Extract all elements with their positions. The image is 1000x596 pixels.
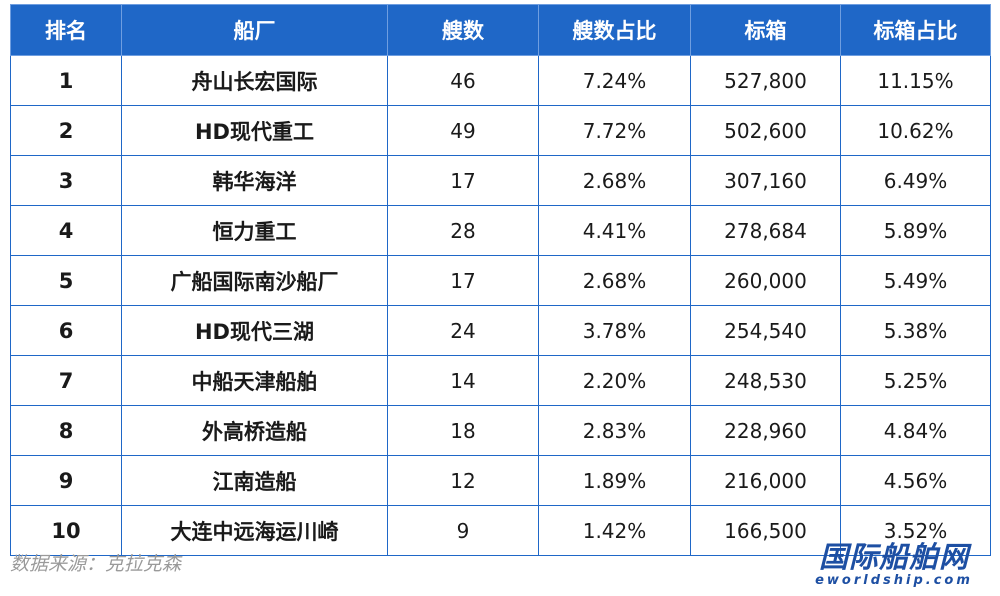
cell-ship-share: 1.42% xyxy=(538,505,691,556)
cell-ship-share: 7.72% xyxy=(538,105,691,156)
header-shipyard: 船厂 xyxy=(121,4,388,56)
cell-teu-share: 5.38% xyxy=(840,305,991,356)
header-teu: 标箱 xyxy=(690,4,841,56)
cell-ship-count: 9 xyxy=(387,505,539,556)
cell-rank: 5 xyxy=(10,255,122,306)
header-rank: 排名 xyxy=(10,4,122,56)
cell-ship-share: 2.68% xyxy=(538,255,691,306)
cell-teu-share: 4.84% xyxy=(840,405,991,456)
cell-ship-count: 28 xyxy=(387,205,539,256)
cell-ship-count: 17 xyxy=(387,255,539,306)
cell-rank: 10 xyxy=(10,505,122,556)
cell-rank: 6 xyxy=(10,305,122,356)
cell-ship-count: 46 xyxy=(387,55,539,106)
table-row: 1 舟山长宏国际 46 7.24% 527,800 11.15% xyxy=(10,55,991,106)
cell-teu: 527,800 xyxy=(690,55,841,106)
cell-teu-share: 5.89% xyxy=(840,205,991,256)
cell-ship-share: 4.41% xyxy=(538,205,691,256)
table-row: 7 中船天津船舶 14 2.20% 248,530 5.25% xyxy=(10,355,991,406)
site-logo: 国际船舶网 eworldship.com xyxy=(794,541,994,589)
cell-rank: 7 xyxy=(10,355,122,406)
cell-rank: 8 xyxy=(10,405,122,456)
cell-teu-share: 5.25% xyxy=(840,355,991,406)
table-body: 1 舟山长宏国际 46 7.24% 527,800 11.15% 2 HD现代重… xyxy=(10,55,991,556)
cell-teu: 216,000 xyxy=(690,455,841,506)
header-ship-share: 艘数占比 xyxy=(538,4,691,56)
cell-shipyard: 中船天津船舶 xyxy=(121,355,388,406)
table-row: 4 恒力重工 28 4.41% 278,684 5.89% xyxy=(10,205,991,256)
cell-shipyard: HD现代重工 xyxy=(121,105,388,156)
cell-shipyard: 韩华海洋 xyxy=(121,155,388,206)
cell-teu-share: 10.62% xyxy=(840,105,991,156)
cell-shipyard: 江南造船 xyxy=(121,455,388,506)
cell-shipyard: 外高桥造船 xyxy=(121,405,388,456)
cell-teu-share: 6.49% xyxy=(840,155,991,206)
data-source-note: 数据来源：克拉克森 xyxy=(10,553,182,575)
table-row: 8 外高桥造船 18 2.83% 228,960 4.84% xyxy=(10,405,991,456)
cell-ship-count: 49 xyxy=(387,105,539,156)
cell-ship-share: 2.20% xyxy=(538,355,691,406)
cell-ship-count: 24 xyxy=(387,305,539,356)
cell-rank: 4 xyxy=(10,205,122,256)
table-row: 9 江南造船 12 1.89% 216,000 4.56% xyxy=(10,455,991,506)
cell-teu: 228,960 xyxy=(690,405,841,456)
header-row: 排名 船厂 艘数 艘数占比 标箱 标箱占比 xyxy=(10,4,991,56)
cell-ship-share: 2.68% xyxy=(538,155,691,206)
table-row: 10 大连中远海运川崎 9 1.42% 166,500 3.52% xyxy=(10,505,991,556)
cell-rank: 2 xyxy=(10,105,122,156)
cell-ship-count: 18 xyxy=(387,405,539,456)
cell-teu: 278,684 xyxy=(690,205,841,256)
table-row: 5 广船国际南沙船厂 17 2.68% 260,000 5.49% xyxy=(10,255,991,306)
cell-shipyard: 舟山长宏国际 xyxy=(121,55,388,106)
cell-shipyard: HD现代三湖 xyxy=(121,305,388,356)
cell-rank: 1 xyxy=(10,55,122,106)
cell-teu: 248,530 xyxy=(690,355,841,406)
table-header: 排名 船厂 艘数 艘数占比 标箱 标箱占比 xyxy=(10,4,991,56)
header-ship-count: 艘数 xyxy=(387,4,539,56)
logo-sub-text: eworldship.com xyxy=(815,573,973,588)
cell-teu-share: 5.49% xyxy=(840,255,991,306)
cell-teu: 260,000 xyxy=(690,255,841,306)
cell-teu: 166,500 xyxy=(690,505,841,556)
cell-shipyard: 恒力重工 xyxy=(121,205,388,256)
cell-teu-share: 3.52% xyxy=(840,505,991,556)
cell-teu-share: 11.15% xyxy=(840,55,991,106)
shipyard-ranking-table: 排名 船厂 艘数 艘数占比 标箱 标箱占比 1 舟山长宏国际 46 7.24% … xyxy=(10,4,991,556)
table-row: 6 HD现代三湖 24 3.78% 254,540 5.38% xyxy=(10,305,991,356)
cell-teu: 502,600 xyxy=(690,105,841,156)
cell-ship-count: 17 xyxy=(387,155,539,206)
header-teu-share: 标箱占比 xyxy=(840,4,991,56)
cell-ship-count: 14 xyxy=(387,355,539,406)
cell-teu: 254,540 xyxy=(690,305,841,356)
cell-rank: 9 xyxy=(10,455,122,506)
cell-ship-share: 1.89% xyxy=(538,455,691,506)
cell-shipyard: 广船国际南沙船厂 xyxy=(121,255,388,306)
cell-ship-share: 7.24% xyxy=(538,55,691,106)
table-row: 3 韩华海洋 17 2.68% 307,160 6.49% xyxy=(10,155,991,206)
cell-rank: 3 xyxy=(10,155,122,206)
cell-shipyard: 大连中远海运川崎 xyxy=(121,505,388,556)
cell-ship-share: 2.83% xyxy=(538,405,691,456)
table-row: 2 HD现代重工 49 7.72% 502,600 10.62% xyxy=(10,105,991,156)
ranking-table-container: 排名 船厂 艘数 艘数占比 标箱 标箱占比 1 舟山长宏国际 46 7.24% … xyxy=(10,4,991,556)
cell-teu-share: 4.56% xyxy=(840,455,991,506)
cell-ship-count: 12 xyxy=(387,455,539,506)
cell-teu: 307,160 xyxy=(690,155,841,206)
logo-main-text: 国际船舶网 xyxy=(818,540,969,574)
cell-ship-share: 3.78% xyxy=(538,305,691,356)
